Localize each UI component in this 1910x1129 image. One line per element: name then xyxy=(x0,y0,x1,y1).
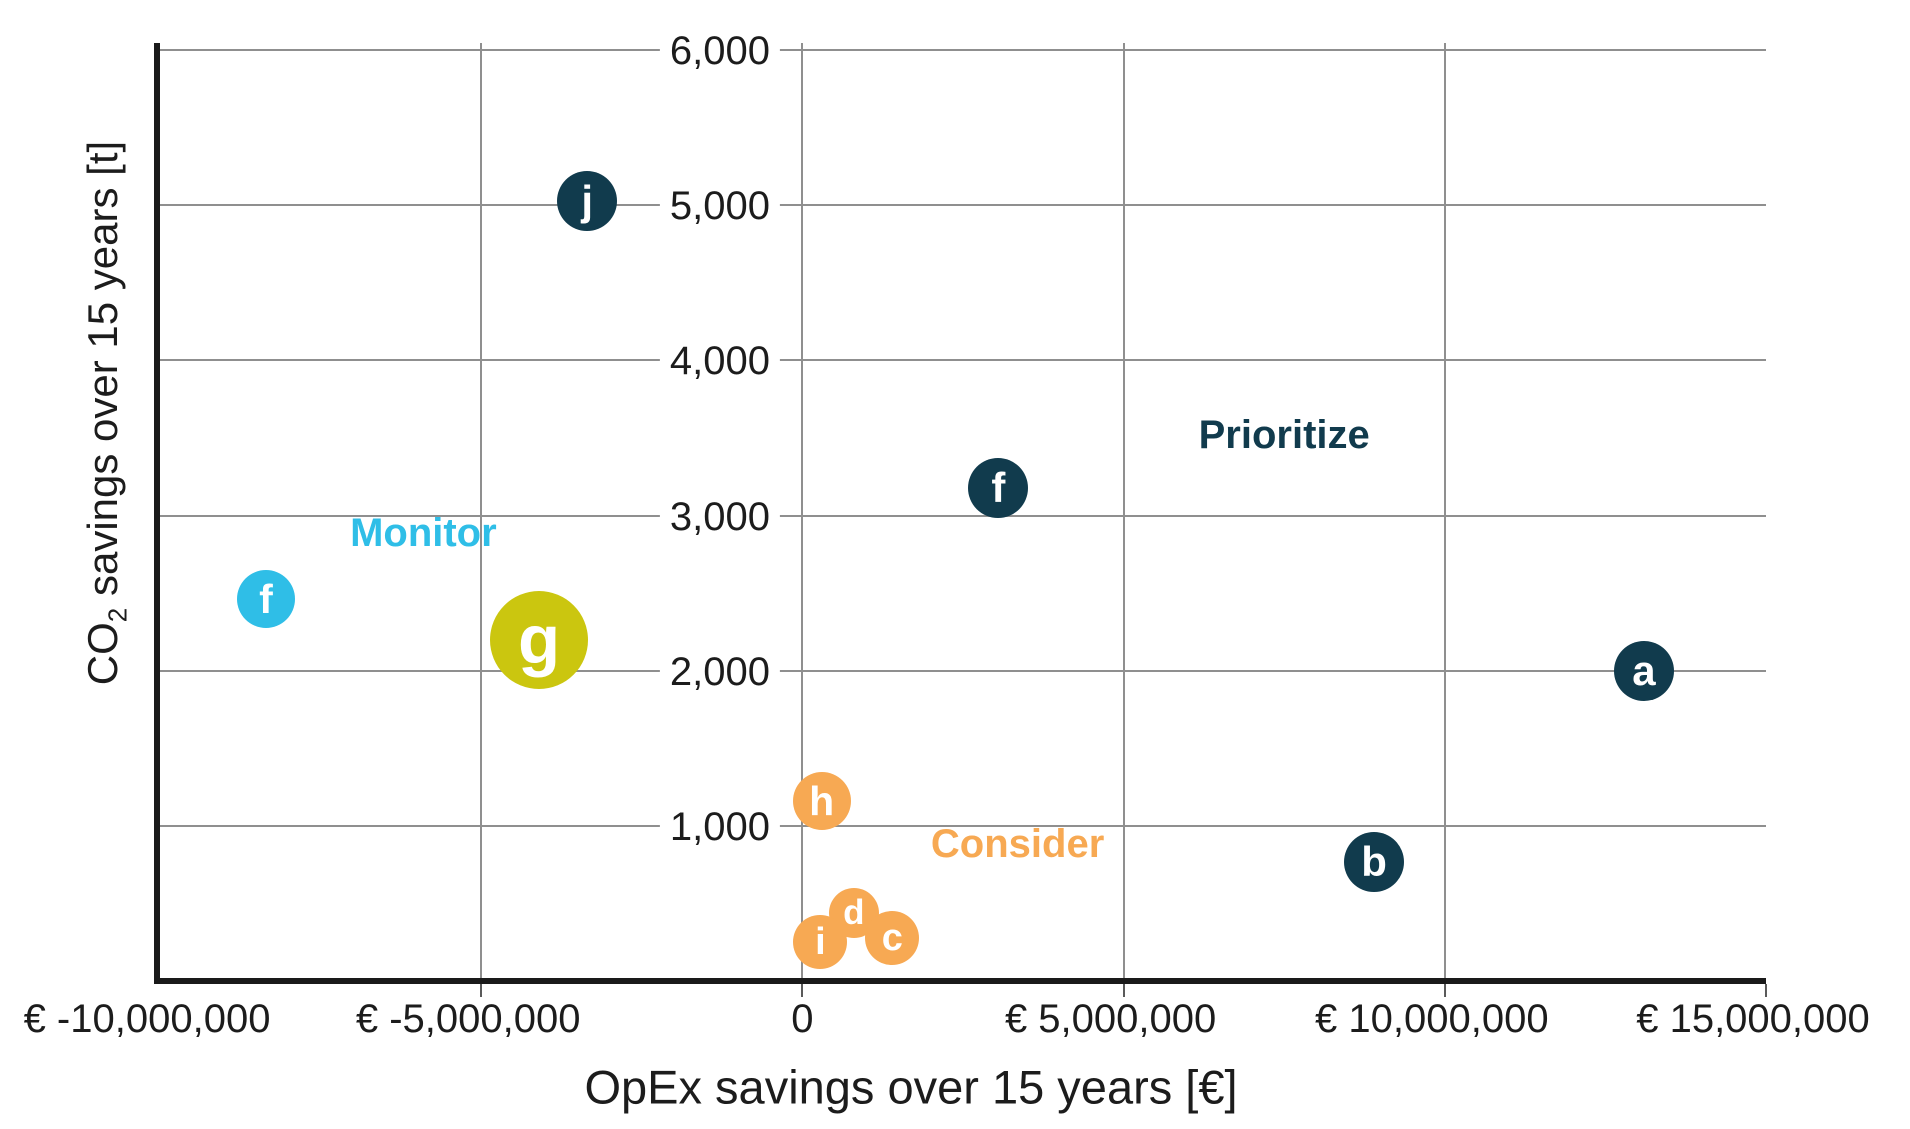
x-tick-label--5000000: € -5,000,000 xyxy=(355,997,581,1041)
y-axis-line xyxy=(154,43,160,984)
bubble-letter-j: j xyxy=(581,176,594,224)
x-axis-title: OpEx savings over 15 years [€] xyxy=(584,1060,1238,1114)
gridline-y-6000 xyxy=(160,49,1766,51)
gridline-y-5000 xyxy=(160,204,1766,207)
bubble-f1: f xyxy=(968,457,1029,518)
bubble-letter-f2: f xyxy=(259,575,273,622)
bubble-letter-c: c xyxy=(881,916,903,959)
bubble-letter-g: g xyxy=(517,601,561,679)
gridline-x-5000000 xyxy=(1122,43,1125,981)
x-tick-label--10000000: € -10,000,000 xyxy=(23,997,271,1041)
gridline-y-3000 xyxy=(160,514,1766,517)
bubble-g: g xyxy=(490,590,589,689)
bubble-f2: f xyxy=(236,570,295,629)
y-axis-title-suffix: savings over 15 years [t] xyxy=(79,140,126,608)
x-tick-label-10000000: € 10,000,000 xyxy=(1315,997,1549,1041)
bubble-j: j xyxy=(557,170,618,231)
y-tick-label-5000: 5,000 xyxy=(659,182,780,231)
bubble-h: h xyxy=(792,772,851,830)
region-label-consider: Consider xyxy=(930,822,1105,867)
region-label-monitor: Monitor xyxy=(350,510,497,555)
bubble-letter-a: a xyxy=(1632,646,1656,694)
x-tick-mark-0 xyxy=(801,984,804,997)
y-axis-title: CO2 savings over 15 years [t] xyxy=(79,140,132,686)
y-tick-label-2000: 2,000 xyxy=(659,647,780,696)
bubble-letter-i: i xyxy=(815,921,826,964)
y-tick-label-6000: 6,000 xyxy=(659,27,780,75)
x-tick-mark-10000000 xyxy=(1443,984,1446,997)
x-tick-mark-5000000 xyxy=(1122,984,1125,997)
bubble-letter-h: h xyxy=(809,777,835,824)
x-axis-line xyxy=(154,978,1766,984)
gridline-y-4000 xyxy=(160,359,1766,362)
bubble-letter-f1: f xyxy=(991,463,1006,511)
gridline-x--5000000 xyxy=(480,43,483,981)
bubble-i: i xyxy=(793,915,848,970)
region-label-prioritize: Prioritize xyxy=(1198,412,1370,457)
y-tick-label-4000: 4,000 xyxy=(659,337,780,386)
bubble-b: b xyxy=(1344,831,1405,892)
x-tick-mark-15000000 xyxy=(1765,984,1767,997)
x-tick-label-5000000: € 5,000,000 xyxy=(1004,997,1217,1041)
y-tick-label-1000: 1,000 xyxy=(659,802,780,851)
y-axis-title-subscript: 2 xyxy=(102,607,133,623)
bubble-letter-d: d xyxy=(843,893,865,933)
gridline-y-2000 xyxy=(160,669,1766,672)
bubble-a: a xyxy=(1613,640,1674,701)
x-tick-mark--5000000 xyxy=(480,984,483,997)
bubble-letter-b: b xyxy=(1361,837,1387,885)
y-axis-title-prefix: CO xyxy=(79,622,126,686)
y-tick-label-3000: 3,000 xyxy=(659,492,780,541)
gridline-x-10000000 xyxy=(1443,43,1446,981)
gridline-x-0 xyxy=(801,43,804,981)
x-tick-label-0: 0 xyxy=(791,997,814,1041)
bubble-c: c xyxy=(865,910,920,965)
x-tick-label-15000000: € 15,000,000 xyxy=(1636,997,1870,1041)
gridline-y-1000 xyxy=(160,824,1766,827)
